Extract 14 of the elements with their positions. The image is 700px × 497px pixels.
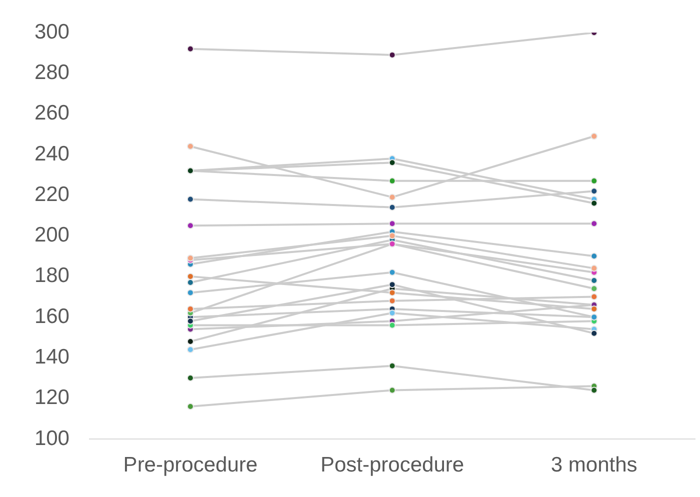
y-tick-label: 260: [34, 102, 70, 125]
y-tick-label: 100: [34, 426, 70, 450]
x-tick-label: 3 months: [550, 453, 638, 476]
x-tick-label: Pre-procedure: [123, 453, 258, 476]
y-tick-label: 200: [34, 224, 70, 247]
y-tick-label: 160: [34, 304, 70, 328]
y-tick-label: 280: [34, 61, 70, 84]
y-tick-label: 120: [34, 386, 70, 410]
y-tick-label: 240: [34, 142, 70, 166]
y-tick-label: 140: [34, 346, 70, 369]
y-tick-label: 220: [34, 182, 70, 206]
y-tick-label: 300: [34, 20, 70, 44]
y-tick-label: 180: [34, 264, 70, 288]
x-tick-label: Post-procedure: [320, 453, 464, 476]
